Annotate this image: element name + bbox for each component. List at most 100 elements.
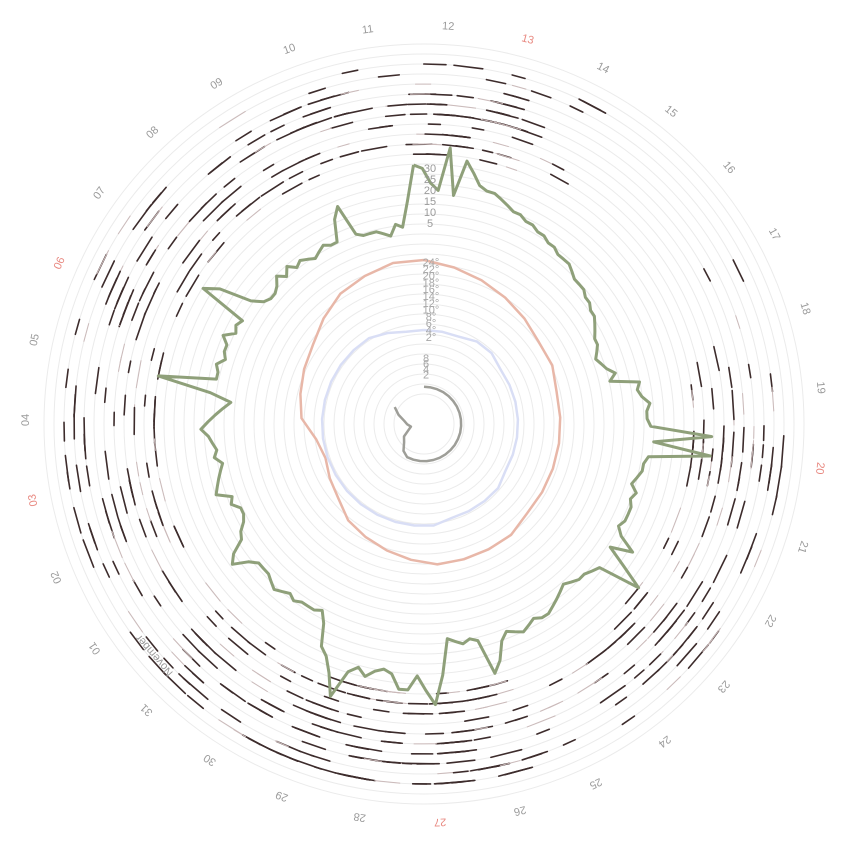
event-mark	[348, 754, 363, 760]
event-mark	[438, 710, 466, 715]
event-mark	[670, 507, 682, 533]
event-mark	[549, 173, 569, 185]
event-mark	[96, 250, 109, 275]
event-mark	[477, 97, 504, 105]
event-mark	[456, 94, 475, 99]
grid-ring	[193, 193, 655, 655]
temperature-tick-label: 24°	[423, 257, 440, 269]
event-mark	[716, 507, 723, 526]
event-mark	[277, 662, 295, 673]
event-mark	[202, 200, 224, 222]
event-mark	[536, 728, 551, 735]
event-mark	[452, 770, 469, 774]
day-label: 24	[656, 733, 673, 750]
event-mark	[424, 732, 445, 735]
event-mark	[111, 530, 123, 559]
event-mark	[582, 100, 602, 112]
activity-tick-label: 20	[424, 185, 436, 197]
event-mark	[511, 84, 527, 90]
event-mark	[440, 740, 468, 745]
event-mark	[271, 169, 284, 178]
event-mark	[621, 715, 636, 726]
event-mark	[378, 124, 394, 129]
event-mark	[162, 671, 187, 695]
event-mark	[146, 508, 152, 522]
event-mark	[771, 494, 778, 516]
event-mark	[384, 113, 406, 118]
event-mark	[696, 361, 703, 388]
event-mark	[311, 701, 333, 711]
grid-ring	[223, 223, 625, 625]
event-mark	[75, 464, 82, 493]
inner-series-line	[393, 385, 463, 463]
event-mark	[153, 438, 156, 451]
event-mark	[569, 105, 584, 113]
event-mark	[167, 236, 178, 250]
event-mark	[145, 252, 155, 266]
inner-tick-label: 6	[423, 359, 429, 371]
event-mark	[432, 103, 448, 106]
day-label: 01	[87, 640, 104, 657]
event-mark	[530, 90, 552, 99]
event-mark	[135, 312, 147, 341]
event-mark	[378, 729, 392, 734]
activity-line	[156, 146, 714, 707]
event-mark	[571, 662, 589, 674]
event-mark	[662, 537, 670, 550]
event-mark	[377, 74, 401, 78]
event-mark	[382, 700, 407, 704]
day-label: 05	[28, 333, 42, 348]
event-mark	[119, 486, 128, 514]
event-mark	[132, 579, 143, 597]
event-mark	[340, 89, 359, 95]
day-label: 07	[91, 185, 108, 202]
event-mark	[191, 672, 205, 684]
day-label: 31	[138, 701, 155, 718]
day-label: 27	[434, 816, 447, 828]
event-mark	[220, 185, 242, 204]
event-mark	[185, 274, 200, 298]
grid-ring	[253, 253, 595, 595]
event-mark	[337, 772, 351, 778]
event-mark	[775, 465, 783, 500]
event-mark	[207, 251, 217, 263]
event-mark	[219, 683, 234, 694]
event-mark	[260, 181, 285, 197]
event-mark	[136, 461, 140, 477]
event-mark	[731, 431, 735, 459]
event-mark	[346, 713, 362, 719]
grid-ring	[263, 263, 585, 585]
event-mark	[505, 166, 518, 171]
grid-ring	[293, 293, 555, 555]
day-label: 30	[202, 751, 219, 768]
grid-ring	[303, 303, 545, 545]
day-label: 13	[520, 32, 535, 47]
event-mark	[495, 152, 520, 162]
event-mark	[424, 133, 449, 136]
event-mark	[706, 475, 710, 487]
temperature-tick-label: 22°	[423, 264, 440, 276]
event-marks	[63, 63, 785, 785]
event-mark	[650, 603, 665, 622]
event-mark	[342, 107, 373, 116]
event-mark	[330, 121, 354, 130]
temperature-tick-label: 2°	[426, 332, 437, 344]
event-mark	[562, 738, 576, 746]
day-label: 28	[353, 810, 367, 824]
event-mark	[124, 562, 135, 583]
event-mark	[761, 444, 765, 459]
event-mark	[83, 323, 90, 342]
grid-ring	[143, 143, 705, 705]
event-mark	[688, 542, 700, 565]
activity-tick-label: 30	[424, 163, 436, 175]
event-mark	[676, 642, 698, 667]
event-mark	[446, 691, 460, 694]
event-mark	[577, 677, 603, 694]
grid-ring	[313, 313, 535, 535]
day-label: 17	[766, 226, 782, 242]
event-mark	[713, 345, 720, 372]
event-mark	[294, 726, 319, 738]
event-mark	[511, 74, 526, 80]
event-mark	[254, 142, 272, 153]
event-mark	[464, 716, 490, 723]
